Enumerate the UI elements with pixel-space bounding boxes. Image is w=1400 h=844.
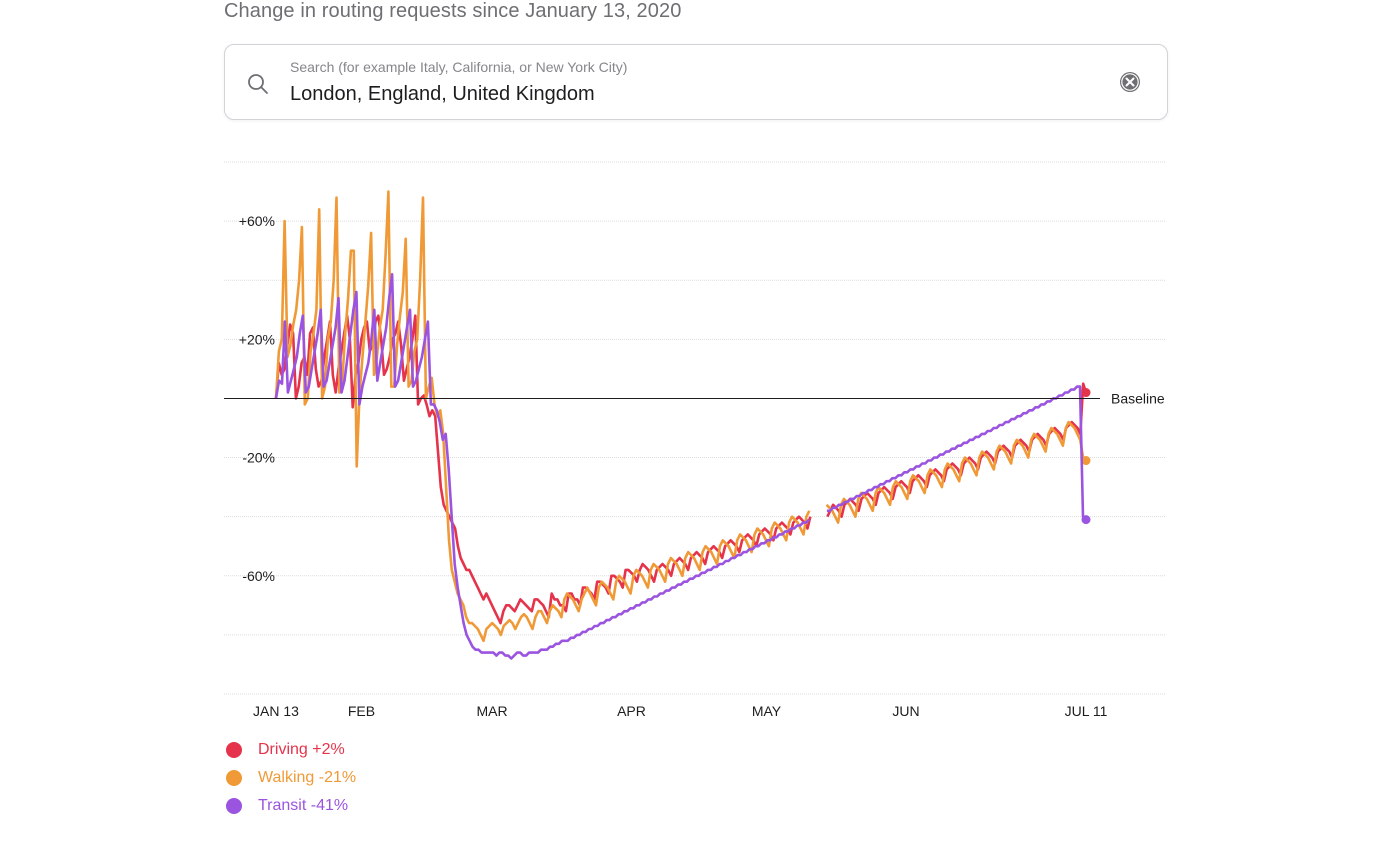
x-tick-label: JUN	[892, 703, 919, 719]
series-line-driving-continued	[826, 382, 1088, 518]
x-axis-ticks: JAN 13 FEB MAR APR MAY JUN JUL 11	[253, 703, 1108, 719]
legend-item-driving[interactable]: Driving +2%	[224, 736, 356, 764]
search-placeholder: Search (for example Italy, California, o…	[290, 59, 628, 75]
chart-subtitle: Change in routing requests since January…	[224, 0, 682, 22]
search-icon	[247, 73, 269, 95]
legend-dot-walking	[226, 770, 242, 786]
line-chart: +60% +20% -20% -60% JAN 13 FEB MAR APR MAY JUN JU…	[224, 161, 1166, 719]
x-tick-label: JAN 13	[253, 703, 299, 719]
x-tick-label: JUL 11	[1065, 703, 1108, 719]
legend-label-transit: Transit -41%	[258, 797, 349, 814]
clear-icon[interactable]	[1119, 71, 1141, 93]
search-input[interactable]: London, England, United Kingdom	[290, 83, 595, 105]
legend-dot-transit	[226, 798, 242, 814]
legend-item-walking[interactable]: Walking -21%	[224, 764, 356, 792]
series-endpoint-driving	[1081, 388, 1091, 398]
x-tick-label: APR	[617, 703, 646, 719]
legend-item-transit[interactable]: Transit -41%	[224, 792, 356, 820]
chart-series	[274, 190, 1091, 660]
series-line-transit	[274, 273, 811, 660]
y-axis-ticks: +60% +20% -20% -60%	[239, 213, 275, 584]
legend-label-driving: Driving +2%	[258, 741, 345, 758]
x-tick-label: MAY	[752, 703, 782, 719]
legend-dot-driving	[226, 742, 242, 758]
series-line-walking-continued	[825, 420, 1087, 524]
baseline-label: Baseline	[1111, 390, 1165, 406]
legend-label-walking: Walking -21%	[258, 769, 357, 786]
x-tick-label: FEB	[348, 703, 375, 719]
chart-grid	[224, 161, 1166, 695]
series-endpoint-transit	[1081, 515, 1091, 525]
series-endpoint-walking	[1081, 456, 1091, 466]
y-tick-label: -60%	[242, 568, 275, 584]
x-tick-label: MAR	[476, 703, 507, 719]
y-tick-label: +60%	[239, 213, 275, 229]
chart-legend: Driving +2% Walking -21% Transit -41%	[224, 736, 356, 820]
y-tick-label: -20%	[242, 450, 275, 466]
series-line-walking	[274, 190, 811, 643]
search-box[interactable]: Search (for example Italy, California, o…	[224, 44, 1168, 120]
series-line-transit-continued	[826, 385, 1087, 521]
y-tick-label: +20%	[239, 331, 275, 347]
